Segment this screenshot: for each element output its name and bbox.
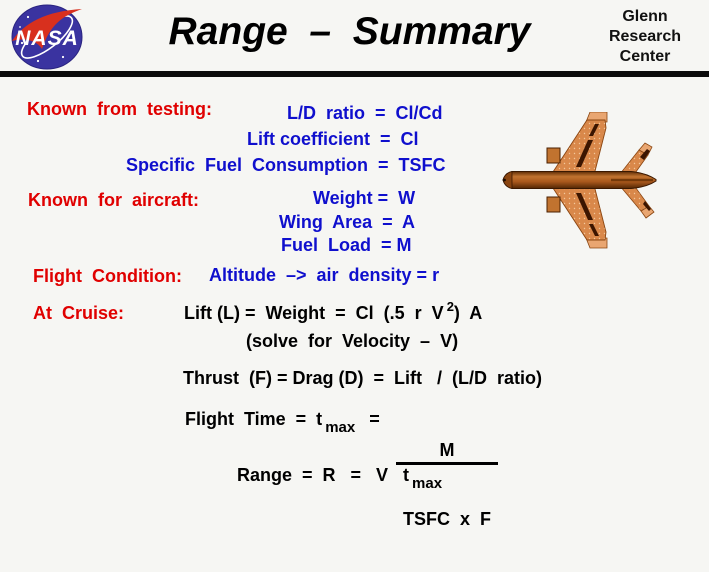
eq-flight-time-lead: Flight Time = t — [185, 409, 323, 429]
page-title: Range – Summary — [168, 10, 531, 53]
eq-weight: Weight = W — [313, 188, 416, 208]
plane-engine-bottom — [546, 196, 561, 213]
slide: NASA Range – Summary Glenn Research Cent… — [0, 4, 709, 529]
plane-dorsal-line — [611, 178, 653, 182]
org-line-3: Center — [619, 48, 671, 65]
eq-lift-tail: ) A — [453, 303, 483, 323]
plane-wing-bottom — [546, 184, 608, 249]
label-known-from-testing: Known from testing: — [27, 99, 212, 119]
eq-flight-time: Flight Time = t max = — [185, 408, 380, 436]
eq-range-subscript: max — [412, 475, 443, 492]
label-at-cruise: At Cruise: — [33, 303, 125, 323]
label-known-for-aircraft: Known for aircraft: — [28, 190, 200, 210]
eq-flight-time-equals: = — [369, 409, 380, 429]
eq-lift: Lift (L) = Weight = Cl (.5 r V 2) A — [184, 299, 483, 326]
plane-engine-top — [546, 147, 561, 164]
eq-lift-coefficient: Lift coefficient = Cl — [247, 129, 419, 149]
fraction-denominator: TSFC x F — [402, 509, 491, 529]
eq-fuel-load: Fuel Load = M — [281, 235, 412, 255]
plane-wing-top — [546, 112, 608, 176]
fraction-numerator: M — [396, 440, 498, 465]
org-line-2: Research — [608, 28, 682, 45]
eq-flight-time-fraction: M TSFC x F — [396, 398, 498, 572]
eq-sfc: Specific Fuel Consumption = TSFC — [126, 155, 446, 175]
eq-thrust: Thrust (F) = Drag (D) = Lift / (L/D rati… — [183, 368, 542, 388]
eq-altitude: Altitude –> air density = r — [209, 265, 440, 285]
logo-text: NASA — [15, 27, 79, 50]
plane-tail — [619, 142, 655, 219]
logo-swoosh — [12, 9, 82, 49]
eq-lift-main: Lift (L) = Weight = Cl (.5 r V — [184, 303, 444, 323]
eq-range-lead: Range = R = V t — [237, 465, 410, 485]
nasa-logo-icon: NASA — [11, 4, 83, 70]
aircraft-image — [502, 112, 657, 249]
plane-fuselage — [502, 171, 657, 189]
org-line-1: Glenn — [622, 8, 668, 25]
label-flight-condition: Flight Condition: — [33, 266, 182, 286]
plane-nose — [502, 171, 513, 189]
eq-range: Range = R = V t max — [237, 464, 442, 492]
eq-flight-time-subscript: max — [325, 419, 356, 436]
header-divider — [0, 71, 709, 77]
eq-lift-exponent: 2 — [446, 299, 454, 314]
eq-wing-area: Wing Area = A — [279, 212, 416, 232]
eq-ld-ratio: L/D ratio = Cl/Cd — [287, 103, 443, 123]
eq-solve-velocity: (solve for Velocity – V) — [246, 331, 459, 351]
org-name: Glenn Research Center — [589, 7, 701, 67]
